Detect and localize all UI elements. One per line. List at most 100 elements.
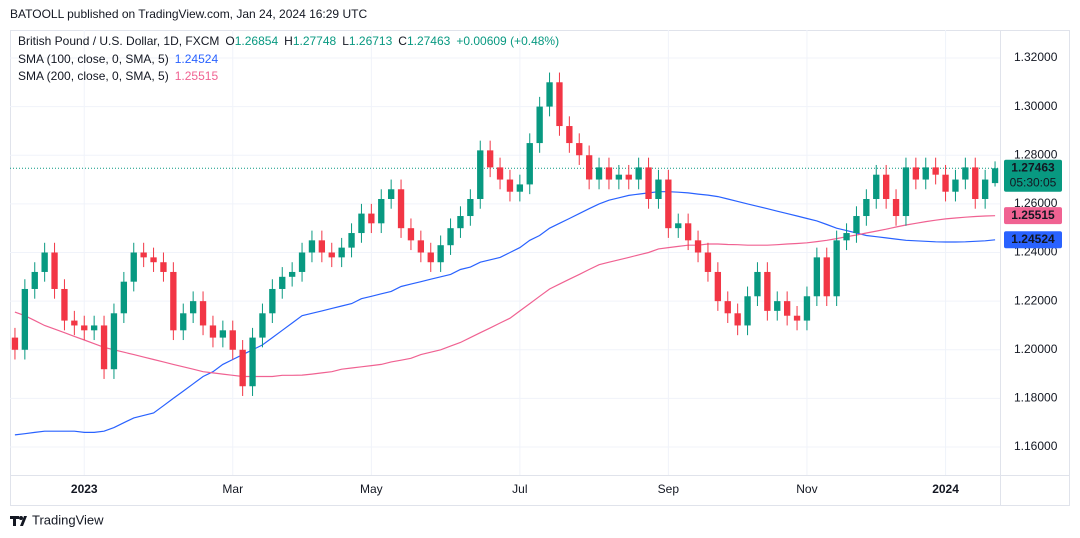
candle-body [922, 167, 929, 180]
last-price-tag-label: 1.27463 [1011, 160, 1055, 174]
candle-body [823, 257, 830, 297]
candle-body [645, 167, 652, 200]
candle-body [368, 213, 375, 224]
candle-body [556, 82, 563, 127]
ohlc-key: L [342, 34, 349, 48]
candle-body [417, 240, 425, 253]
candle-body [338, 247, 345, 258]
candle-body [516, 184, 524, 192]
candle-body [348, 233, 355, 248]
x-tick-label: Sep [658, 482, 680, 496]
candle-body [863, 199, 870, 217]
candle-body [793, 315, 801, 321]
candle-body [843, 233, 850, 241]
candle-body [952, 179, 959, 192]
candle-body [21, 288, 29, 350]
y-tick-label: 1.32000 [1014, 50, 1058, 64]
candle-body [981, 179, 989, 200]
candle-body [605, 167, 613, 180]
candle-body [783, 301, 791, 316]
candle-body [625, 174, 632, 180]
candle-body [675, 223, 682, 229]
candle-body [744, 296, 751, 326]
candle-body [427, 252, 434, 263]
x-tick-label: 2023 [71, 482, 98, 496]
candle-body [754, 271, 761, 297]
ohlc-value: 1.26713 [349, 34, 393, 48]
candle-body [160, 262, 167, 272]
candle-body [328, 252, 335, 258]
candle-body [655, 179, 662, 200]
candle-body [892, 199, 900, 217]
candle-body [11, 337, 19, 350]
candle-body [120, 281, 128, 314]
legend-sma-name: SMA (200, close, 0, SMA, 5) [18, 69, 169, 83]
y-tick-label: 1.28000 [1014, 147, 1058, 161]
candle-body [684, 223, 692, 241]
candle-body [318, 240, 326, 253]
candle-body [506, 179, 514, 192]
sma-line [14, 191, 996, 436]
candle-body [259, 313, 266, 338]
sma-tag-label: 1.25515 [1011, 208, 1055, 222]
legend-sma-name: SMA (100, close, 0, SMA, 5) [18, 52, 169, 66]
legend-sma-value: 1.24524 [175, 52, 219, 66]
y-tick-label: 1.18000 [1014, 391, 1058, 405]
candle-body [130, 252, 137, 282]
published-note: BATOOLL published on TradingView.com, Ja… [10, 7, 367, 21]
x-tick-label: Jul [512, 482, 527, 496]
candle-body [714, 271, 722, 302]
ohlc-value: 1.27463 [407, 34, 451, 48]
candle-body [853, 216, 860, 234]
last-price-tag-box [1004, 159, 1062, 192]
legend-sma-line: SMA (100, close, 0, SMA, 5) 1.24524 [18, 52, 218, 66]
candle-body [536, 106, 543, 144]
candle-body [31, 271, 38, 289]
legend-sma-line: SMA (200, close, 0, SMA, 5) 1.25515 [18, 69, 218, 83]
candle-body [873, 174, 880, 200]
candle-body [774, 301, 781, 311]
candle-body [447, 228, 454, 246]
chart-frame [10, 30, 1070, 506]
candle-body [665, 179, 672, 229]
candle-body [41, 252, 48, 272]
candle-body [764, 271, 771, 311]
candle-body [249, 337, 256, 387]
candle-body [942, 174, 949, 192]
candle-body [61, 288, 68, 321]
candle-body [180, 313, 187, 331]
candle-body [308, 240, 316, 253]
candle-body [407, 228, 415, 241]
sma-tag-box [1004, 207, 1062, 225]
candle-body [526, 143, 533, 185]
candle-body [882, 174, 890, 200]
candle-body [566, 126, 573, 144]
candle-body [170, 271, 177, 331]
candle-body [269, 288, 276, 314]
candle-body [437, 245, 444, 263]
candle-body [71, 320, 78, 326]
legend-symbol: British Pound / U.S. Dollar, 1D, FXCM [18, 34, 219, 48]
candle-body [397, 189, 405, 229]
y-tick-label: 1.30000 [1014, 99, 1058, 113]
candle-body [150, 257, 157, 263]
candle-body [635, 167, 642, 180]
y-tick-label: 1.22000 [1014, 293, 1058, 307]
candle-body [358, 213, 365, 234]
candle-body [140, 252, 147, 258]
ohlc-key: H [284, 34, 293, 48]
candle-body [991, 168, 999, 184]
y-tick-label: 1.16000 [1014, 439, 1058, 453]
x-tick-label: May [360, 482, 383, 496]
candle-body [576, 143, 583, 156]
candle-body [219, 330, 227, 338]
candle-body [51, 252, 58, 289]
sma-tag-box [1004, 231, 1062, 249]
candle-body [110, 313, 118, 370]
candle-body [279, 276, 286, 289]
legend-symbol-line: British Pound / U.S. Dollar, 1D, FXCM O1.… [18, 34, 559, 48]
last-price-tag-countdown: 05:30:05 [1010, 175, 1057, 189]
candle-body [615, 174, 623, 180]
